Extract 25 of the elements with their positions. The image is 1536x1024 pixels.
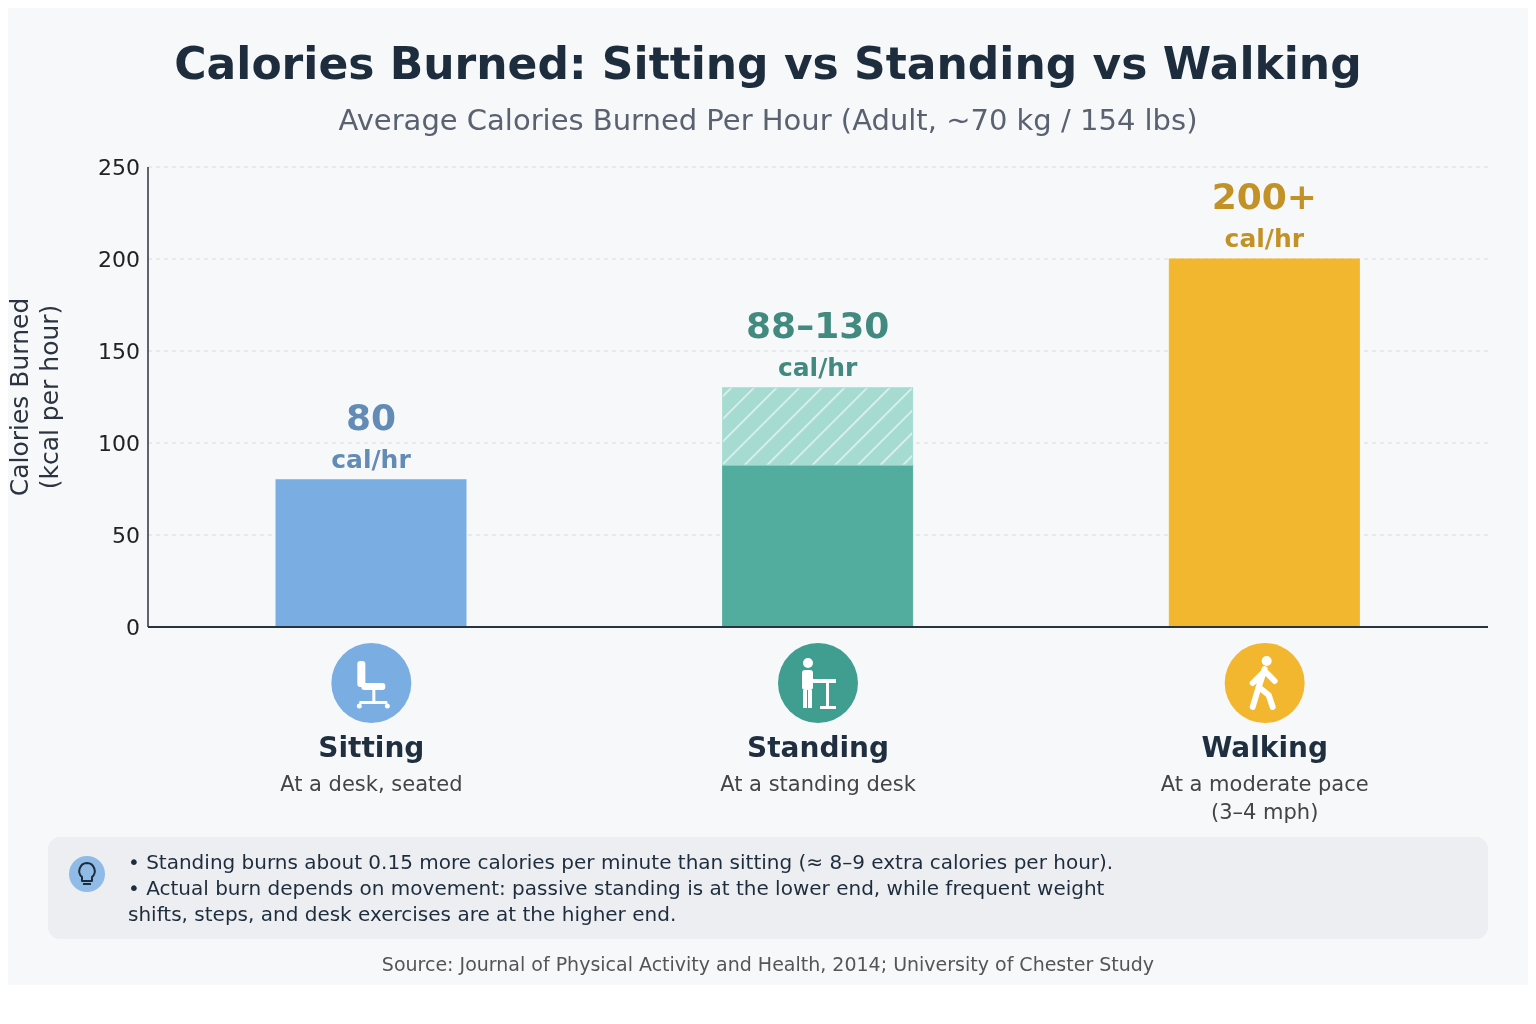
text: At a standing desk	[720, 772, 917, 796]
chart-title: Calories Burned: Sitting vs Standing vs Walking	[173, 37, 1363, 89]
text: • Actual burn depends on movement: passive standing is at the lower end, while frequent weight shifts, steps, and desk exercises are at the higher end.	[128, 875, 1106, 927]
text: At a desk, seated	[280, 772, 463, 796]
x-tick-label: Standing	[747, 731, 889, 764]
x-tick-label: Sitting	[318, 731, 425, 764]
data-label: 200+ cal/hr	[1211, 176, 1317, 253]
y-tick-label: 50	[112, 522, 140, 548]
y-tick-label: 250	[98, 154, 140, 180]
data-label: 80 cal/hr	[331, 396, 412, 474]
bar	[1168, 258, 1360, 627]
y-axis-title: Calories Burned (kcal per hour)	[5, 297, 64, 497]
bar	[722, 387, 914, 466]
text: • Standing burns about 0.15 more calories per minute than sitting (≈ 8–9 extra calories per hour).	[128, 849, 1115, 875]
bar	[722, 464, 914, 627]
y-tick-label: 150	[98, 338, 140, 364]
source-note: Source: Journal of Physical Activity and Health, 2014; University of Chester Study	[380, 953, 1156, 975]
text: At a moderate pace (3–4 mph)	[1160, 772, 1369, 824]
x-tick-label: Walking	[1201, 731, 1328, 764]
data-label: 88–130 cal/hr	[746, 304, 890, 382]
chart-subtitle: Average Calories Burned Per Hour (Adult, ~70 kg / 154 lbs)	[337, 103, 1199, 137]
y-tick-label: 100	[98, 430, 140, 456]
bar	[275, 479, 467, 627]
y-tick-label: 0	[126, 614, 140, 640]
y-tick-label: 200	[98, 246, 140, 272]
